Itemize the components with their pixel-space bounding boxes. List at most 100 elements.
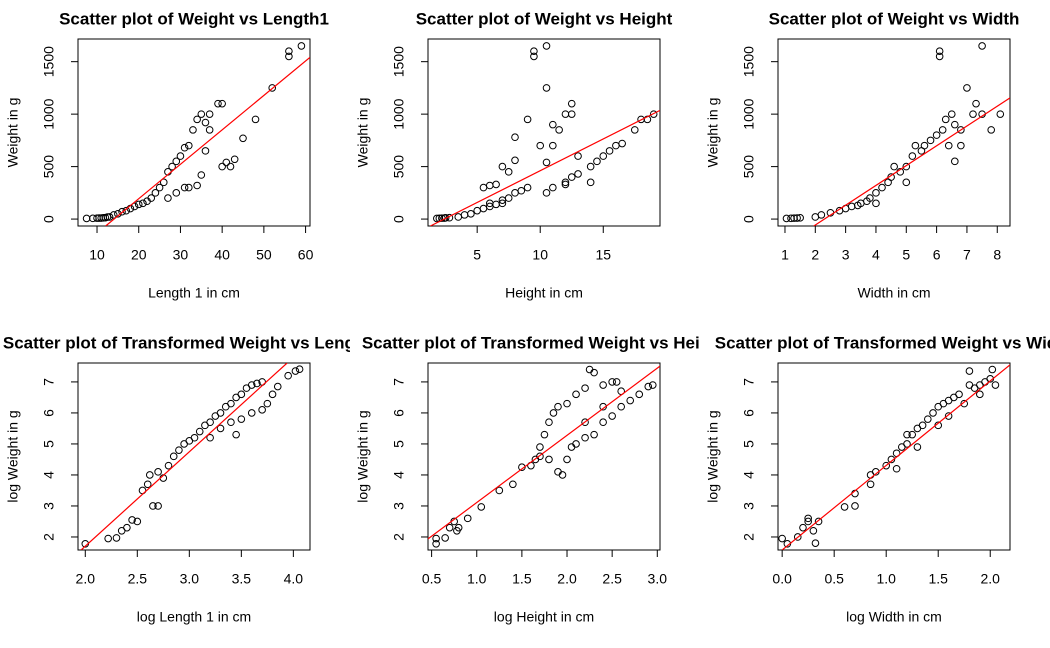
point — [947, 110, 956, 118]
point — [230, 155, 239, 164]
point — [978, 42, 986, 50]
point — [432, 539, 440, 548]
point — [903, 430, 911, 439]
plot-frame — [777, 362, 1011, 551]
plot-frame — [427, 362, 661, 551]
chart-title: Scatter plot of Transformed Weight vs Wi… — [715, 333, 1050, 352]
point — [239, 134, 247, 143]
point — [164, 461, 173, 470]
point — [840, 503, 849, 511]
point — [960, 399, 969, 408]
point — [123, 523, 131, 532]
point — [498, 199, 507, 208]
y-axis-label: log Weight in g — [5, 410, 21, 502]
point — [251, 115, 260, 124]
point — [247, 381, 256, 389]
y-tick-label: 5 — [741, 440, 757, 448]
point — [485, 181, 494, 190]
point — [549, 141, 557, 150]
point — [866, 480, 875, 489]
point — [618, 139, 626, 148]
point — [180, 143, 189, 152]
point — [216, 424, 225, 433]
y-tick-label: 6 — [41, 409, 57, 417]
point — [561, 180, 570, 189]
point — [572, 440, 580, 448]
point — [492, 200, 500, 209]
x-tick-label: 0.0 — [772, 571, 792, 587]
point — [193, 115, 201, 124]
x-tick-label: 7 — [963, 247, 971, 263]
point — [965, 367, 974, 375]
point — [941, 115, 950, 124]
point — [530, 52, 538, 61]
point — [189, 126, 197, 134]
y-tick-label: 1000 — [41, 98, 57, 129]
point — [441, 534, 449, 542]
point — [554, 468, 562, 476]
point — [599, 152, 608, 160]
point — [205, 126, 214, 134]
point — [130, 202, 139, 211]
point — [572, 390, 580, 399]
x-tick-label: 5 — [473, 247, 481, 263]
point — [184, 183, 193, 192]
plot-area — [82, 42, 310, 226]
point — [504, 194, 513, 202]
regression-line — [80, 363, 288, 550]
point — [644, 382, 653, 391]
point — [847, 202, 856, 211]
point — [635, 390, 644, 399]
plot-area — [428, 365, 660, 548]
x-axis-label: log Height in cm — [494, 609, 594, 625]
point — [151, 189, 160, 197]
point — [545, 455, 553, 464]
point — [175, 446, 183, 454]
point — [155, 183, 164, 192]
point — [590, 430, 598, 439]
point — [542, 84, 551, 92]
point — [227, 418, 235, 427]
x-tick-label: 1.0 — [876, 571, 896, 587]
point — [297, 42, 306, 50]
x-tick-label: 2.0 — [980, 571, 1000, 587]
point — [913, 443, 922, 451]
point — [951, 157, 959, 166]
point — [567, 99, 576, 108]
point — [561, 110, 570, 118]
point — [951, 120, 959, 129]
point — [205, 110, 214, 118]
point — [554, 402, 562, 411]
point — [536, 141, 545, 150]
point — [159, 178, 168, 187]
x-axis-label: Height in cm — [505, 285, 583, 301]
point — [180, 183, 189, 192]
regression-line — [813, 97, 1010, 226]
point — [523, 115, 532, 124]
panel: Scatter plot of Weight vs Height Height i… — [355, 9, 673, 300]
point — [920, 141, 929, 150]
point — [882, 461, 890, 470]
point — [649, 110, 658, 118]
point — [432, 534, 440, 543]
point — [605, 147, 614, 155]
x-axis-label: log Length 1 in cm — [137, 609, 251, 625]
point — [555, 126, 563, 134]
chart-title: Scatter plot of Weight vs Length1 — [59, 9, 329, 28]
x-tick-label: 2.5 — [128, 571, 148, 587]
point — [218, 99, 226, 108]
point — [460, 211, 469, 219]
point — [479, 204, 488, 213]
point — [145, 471, 154, 479]
point — [164, 194, 172, 202]
regression-line — [428, 365, 660, 540]
point — [216, 409, 225, 417]
point — [536, 443, 544, 451]
x-axis-label: Length 1 in cm — [148, 285, 240, 301]
point — [154, 468, 162, 476]
point — [976, 390, 984, 399]
y-tick-label: 1500 — [41, 46, 57, 77]
regression-line — [781, 364, 1010, 550]
point — [247, 409, 256, 417]
x-tick-label: 3.5 — [232, 571, 252, 587]
